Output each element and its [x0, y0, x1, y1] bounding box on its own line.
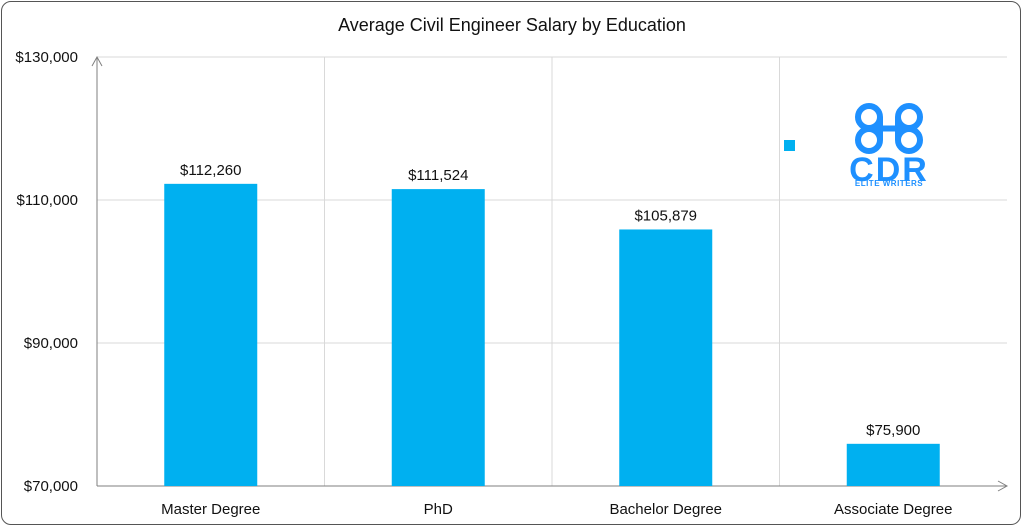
x-axis-arrow-icon	[997, 480, 1009, 492]
data-label: $75,900	[866, 422, 920, 439]
bar	[164, 183, 258, 486]
category-label: PhD	[424, 501, 453, 518]
cdr-elite-writers-logo: CDR ELITE WRITERS	[784, 103, 929, 189]
command-knot-icon	[855, 103, 923, 154]
category-label: Bachelor Degree	[609, 501, 722, 518]
data-label: $105,879	[634, 207, 697, 224]
y-axis-arrow-icon	[91, 55, 103, 67]
y-tick-label: $90,000	[24, 335, 78, 352]
bar	[619, 229, 713, 486]
y-tick-label: $110,000	[17, 192, 78, 209]
logo-text: CDR	[849, 151, 929, 189]
labels: $70,000 $90,000 $110,000 $130,000 $112,260 Ma…	[15, 49, 952, 518]
data-label: $111,524	[408, 167, 468, 184]
data-label: $112,260	[180, 162, 241, 179]
y-tick-label: $130,000	[15, 49, 78, 66]
chart-title: Average Civil Engineer Salary by Educati…	[338, 15, 686, 35]
category-label: Associate Degree	[834, 501, 952, 518]
category-label: Master Degree	[161, 501, 260, 518]
bar	[846, 443, 940, 486]
bar	[391, 189, 485, 486]
logo-subtext: ELITE WRITERS	[855, 179, 923, 188]
logo-square-icon	[784, 140, 795, 151]
y-tick-label: $70,000	[24, 478, 78, 495]
bars	[164, 183, 940, 486]
